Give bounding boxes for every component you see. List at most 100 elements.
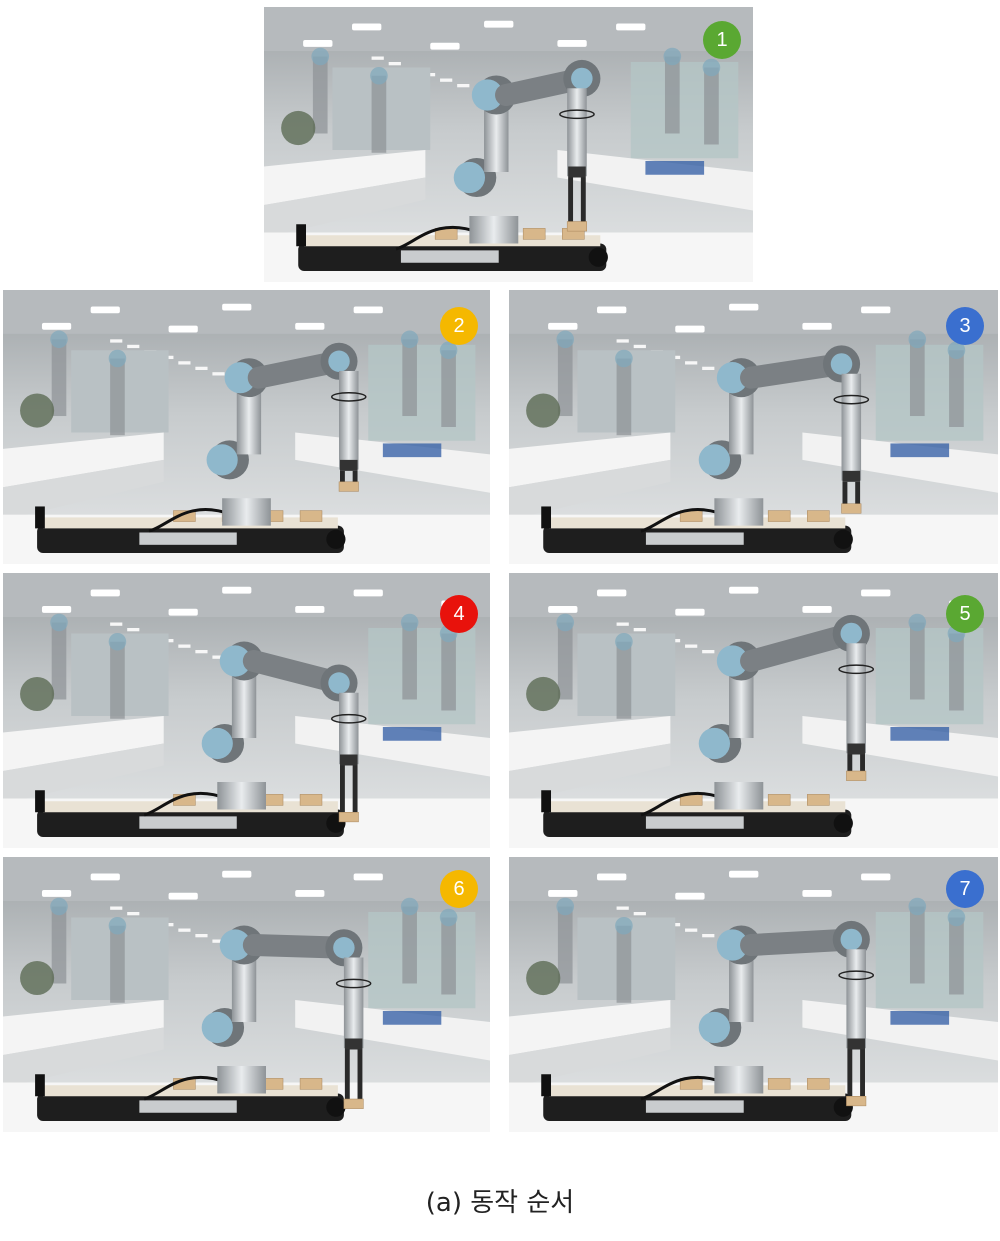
ceiling-light (127, 628, 140, 632)
ceiling-light (685, 361, 698, 365)
background-robot (402, 622, 417, 700)
ceiling-light (388, 62, 401, 66)
robot-wrist-cap (840, 622, 863, 645)
conveyor-belt (549, 517, 846, 529)
background-robot (51, 339, 67, 417)
ceiling-light (633, 344, 646, 349)
robot-wrist-link (841, 373, 862, 481)
figure-caption: (a) 동작 순서 (425, 1188, 575, 1218)
monitor-blue (382, 1011, 442, 1025)
robot-photo-step-1: 1 (264, 7, 753, 282)
background-robot-joint (663, 47, 682, 66)
ceiling-light (168, 892, 198, 900)
robot-wrist-cap (830, 353, 853, 375)
background-robot (557, 906, 573, 984)
background-robot-joint (50, 330, 68, 349)
conveyor-wheel (326, 1097, 346, 1117)
gripper-finger-left (847, 1049, 853, 1097)
gripper-finger-right (855, 481, 861, 504)
ceiling-light (702, 366, 715, 371)
background-robot (616, 358, 632, 436)
ceiling-light (178, 928, 191, 932)
conveyor-wheel (326, 529, 346, 549)
robot-wrist-cap (333, 937, 355, 959)
ceiling-light (295, 890, 325, 897)
ceiling (3, 290, 490, 334)
background-robot (110, 925, 125, 1003)
robot-cable-coil (330, 392, 367, 402)
desk-left-front (509, 743, 671, 804)
ceiling-light (178, 644, 191, 648)
background-robot-joint (400, 897, 419, 916)
robot-cable-coil (838, 970, 875, 981)
ceiling-light (675, 325, 705, 333)
ceiling-light (168, 608, 198, 616)
desk-left-front (3, 743, 164, 804)
gripper-finger-right (357, 1049, 363, 1099)
scene-illustration (3, 290, 490, 564)
background-robot (949, 350, 964, 427)
background-robot-joint (702, 58, 721, 77)
background-robot-joint (556, 897, 575, 916)
gripper-finger-left (842, 481, 848, 504)
wooden-block (767, 794, 791, 806)
background-robot (312, 56, 328, 134)
plant (281, 110, 316, 146)
gripper-finger-right (860, 1049, 865, 1097)
background-robot-joint (311, 47, 330, 66)
gripper-finger-right (860, 754, 865, 771)
desk-left (3, 1000, 164, 1055)
robot-cable-coil (833, 394, 870, 405)
robot-photo-step-4: 4 (3, 573, 490, 848)
ceiling-light (729, 586, 759, 594)
conveyor-post (35, 1074, 45, 1097)
gripped-block (846, 1096, 867, 1107)
plant (526, 676, 561, 712)
conveyor-rail (645, 816, 744, 829)
step-badge: 6 (440, 870, 478, 908)
background-robot-joint (108, 632, 127, 651)
robot-base (217, 1066, 266, 1094)
ceiling-light (195, 650, 208, 654)
robot-wrist-link (846, 643, 866, 754)
gripper-body (344, 1038, 363, 1050)
step-badge: 2 (440, 307, 478, 345)
robot-cable (640, 508, 725, 533)
ceiling-light (195, 934, 208, 938)
ceiling-light (729, 870, 759, 878)
ceiling-light (440, 78, 453, 82)
ceiling (3, 573, 490, 617)
ceiling-light (295, 322, 325, 330)
gripped-block (566, 221, 587, 232)
ceiling-light (222, 870, 252, 878)
step-badge: 3 (946, 307, 984, 345)
monitor-blue (890, 1011, 950, 1025)
ceiling (509, 857, 998, 901)
ceiling-light (548, 606, 578, 613)
ceiling-light (597, 589, 627, 597)
monitor-blue (645, 161, 705, 175)
background-robot (557, 622, 573, 700)
gripper-finger-left (568, 177, 574, 222)
wooden-block (807, 1078, 830, 1090)
ceiling-light (802, 322, 832, 330)
wooden-block (299, 510, 323, 522)
glass-partition (368, 344, 476, 441)
robot-cable (143, 1075, 228, 1101)
background-robot (110, 358, 125, 436)
robot-wrist-link (339, 692, 359, 765)
robot-photo-step-3: 3 (509, 290, 998, 564)
gripper-finger-right (352, 765, 358, 813)
ceiling-light (353, 873, 383, 881)
robot-cable (143, 791, 228, 817)
wooden-block (522, 228, 546, 240)
background-robot-joint (615, 632, 633, 651)
robot-wrist-cap (571, 67, 593, 90)
conveyor-rail (400, 250, 499, 263)
ceiling-light (295, 606, 325, 613)
gripper-finger-left (847, 754, 853, 771)
desk-left (264, 150, 426, 205)
background-robot (949, 633, 964, 711)
ceiling-light (702, 934, 715, 938)
gripper-finger-right (580, 177, 586, 222)
